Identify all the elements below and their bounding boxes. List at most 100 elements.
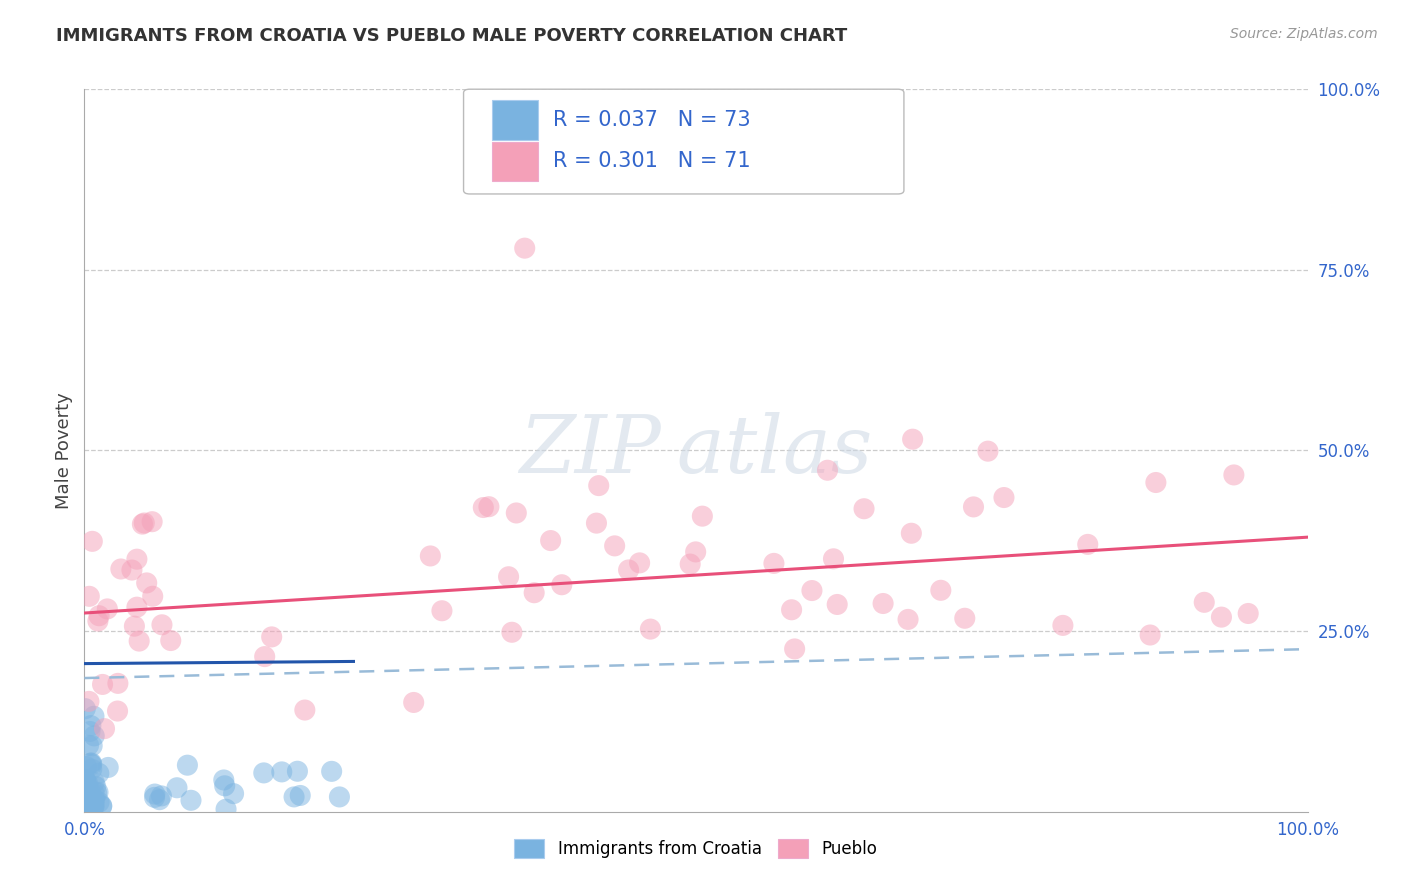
Point bbox=[929, 583, 952, 598]
Point bbox=[135, 576, 157, 591]
Point bbox=[150, 617, 173, 632]
Point bbox=[83, 792, 105, 806]
Y-axis label: Male Poverty: Male Poverty bbox=[55, 392, 73, 508]
Point bbox=[121, 563, 143, 577]
Point bbox=[76, 784, 98, 798]
Point bbox=[97, 760, 120, 774]
Point bbox=[1139, 628, 1161, 642]
FancyBboxPatch shape bbox=[464, 89, 904, 194]
Point bbox=[83, 787, 105, 801]
Point bbox=[872, 597, 894, 611]
Point bbox=[501, 625, 523, 640]
Point bbox=[73, 795, 96, 809]
Point bbox=[419, 549, 441, 563]
Point bbox=[685, 545, 707, 559]
Point bbox=[1077, 537, 1099, 551]
Point bbox=[77, 796, 100, 810]
Point bbox=[79, 590, 101, 604]
Point bbox=[290, 789, 312, 803]
Point bbox=[87, 785, 110, 799]
Point bbox=[75, 781, 97, 796]
Point bbox=[287, 764, 309, 779]
Point bbox=[901, 432, 924, 446]
Point bbox=[628, 556, 651, 570]
Point bbox=[87, 795, 110, 809]
Point bbox=[900, 526, 922, 541]
Point bbox=[328, 789, 350, 804]
Point bbox=[77, 694, 100, 708]
Point bbox=[79, 789, 101, 804]
Point bbox=[84, 780, 107, 794]
Point bbox=[817, 463, 839, 477]
Point bbox=[603, 539, 626, 553]
Point bbox=[79, 724, 101, 739]
Point bbox=[679, 557, 702, 571]
Point bbox=[80, 757, 103, 772]
Point bbox=[90, 799, 112, 814]
Point bbox=[80, 794, 103, 808]
Point bbox=[80, 756, 103, 770]
Text: Source: ZipAtlas.com: Source: ZipAtlas.com bbox=[1230, 27, 1378, 41]
Point bbox=[215, 802, 238, 816]
Point bbox=[1237, 607, 1260, 621]
Point bbox=[294, 703, 316, 717]
Point bbox=[176, 758, 198, 772]
Point bbox=[214, 779, 236, 793]
Text: R = 0.037   N = 73: R = 0.037 N = 73 bbox=[553, 111, 751, 130]
Point bbox=[159, 633, 181, 648]
Point bbox=[143, 787, 166, 801]
Text: ZIP atlas: ZIP atlas bbox=[519, 412, 873, 489]
Point bbox=[823, 551, 845, 566]
Point bbox=[75, 781, 97, 796]
Point bbox=[472, 500, 495, 515]
Point bbox=[166, 780, 188, 795]
Point bbox=[75, 772, 97, 787]
Point bbox=[513, 241, 536, 255]
Point bbox=[77, 802, 100, 816]
Point bbox=[77, 789, 100, 803]
Point bbox=[77, 777, 100, 791]
Point bbox=[76, 800, 98, 814]
Point bbox=[93, 722, 115, 736]
Point bbox=[321, 764, 343, 779]
Point bbox=[430, 604, 453, 618]
Point bbox=[505, 506, 527, 520]
Point bbox=[86, 786, 108, 800]
Point bbox=[83, 729, 105, 743]
Point bbox=[124, 619, 146, 633]
Point bbox=[76, 794, 98, 808]
Bar bbox=[492, 101, 538, 140]
Point bbox=[540, 533, 562, 548]
Point bbox=[73, 774, 96, 789]
Point bbox=[73, 802, 96, 816]
Point bbox=[82, 739, 104, 753]
Point bbox=[79, 789, 101, 804]
Point bbox=[83, 798, 105, 813]
Point bbox=[83, 709, 105, 723]
Point bbox=[897, 612, 920, 626]
Point bbox=[141, 515, 163, 529]
Point bbox=[125, 600, 148, 615]
Point bbox=[148, 792, 170, 806]
Point bbox=[77, 738, 100, 752]
Point bbox=[1052, 618, 1074, 632]
Point bbox=[128, 634, 150, 648]
Point bbox=[83, 795, 105, 809]
Point bbox=[143, 790, 166, 805]
Point bbox=[107, 676, 129, 690]
Point bbox=[478, 500, 501, 514]
Point bbox=[1194, 595, 1216, 609]
Point bbox=[76, 778, 98, 792]
Point bbox=[498, 570, 520, 584]
Point bbox=[253, 765, 276, 780]
Point bbox=[253, 649, 276, 664]
Point bbox=[853, 501, 876, 516]
Point bbox=[96, 602, 118, 616]
Point bbox=[762, 557, 785, 571]
Point bbox=[83, 798, 105, 813]
Point bbox=[82, 534, 104, 549]
Point bbox=[77, 792, 100, 806]
Point bbox=[90, 798, 112, 813]
Point bbox=[270, 764, 292, 779]
Point bbox=[260, 630, 283, 644]
